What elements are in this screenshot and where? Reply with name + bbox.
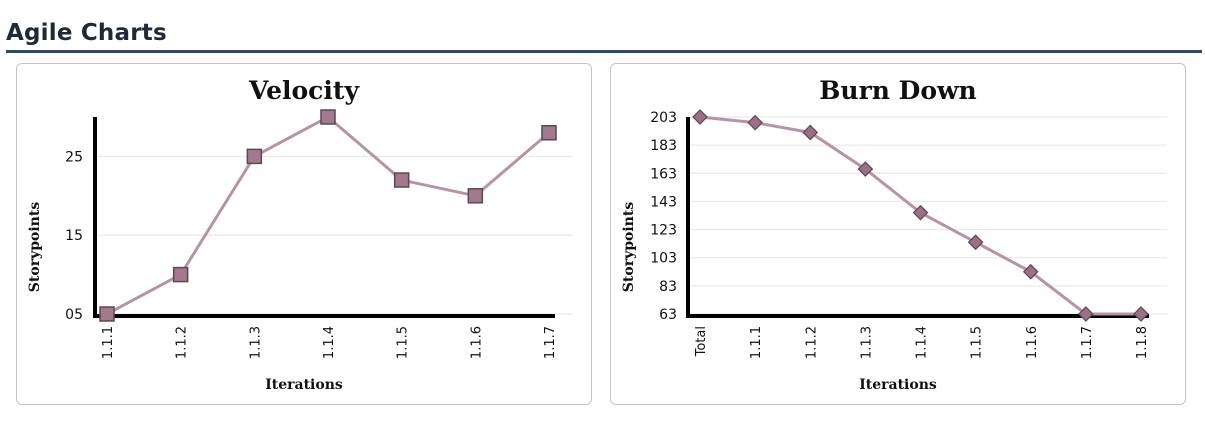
y-axis-label: Storypoints (27, 202, 43, 293)
x-tick-label: 1.1.5 (970, 326, 985, 359)
data-point-marker (172, 266, 189, 283)
x-tick-label: 1.1.8 (1135, 326, 1150, 359)
x-tick-label: Total (694, 326, 709, 357)
velocity-chart: Velocity Iterations Storypoints 05 15 25 1.… (27, 76, 573, 393)
burndown-chart: Burn Down Iterations Storypoints 63 83 103… (621, 76, 1167, 393)
x-tick-label: 1.1.4 (322, 326, 337, 359)
y-tick-label: 143 (650, 194, 677, 210)
x-axis-label: Iterations (859, 377, 937, 393)
x-tick-label: 1.1.6 (469, 326, 484, 359)
data-point-marker (1022, 263, 1039, 280)
data-point-marker (1133, 306, 1149, 322)
y-tick-label: 203 (650, 110, 677, 126)
x-axis-label: Iterations (265, 377, 343, 393)
data-point-marker (692, 109, 708, 125)
data-point-marker (967, 234, 984, 251)
x-tick-label: 1.1.3 (248, 326, 263, 359)
chart-title: Burn Down (819, 76, 976, 105)
data-point-marker (99, 306, 115, 322)
y-tick-label: 25 (65, 149, 83, 165)
page-header: Agile Charts (6, 20, 1202, 53)
page-title: Agile Charts (6, 20, 167, 46)
y-tick-label: 123 (650, 223, 677, 239)
x-tick-label: 1.1.6 (1025, 326, 1040, 359)
data-point-marker (857, 161, 874, 177)
data-point-marker (246, 148, 263, 165)
y-tick-label: 63 (659, 307, 677, 323)
y-tick-label: 15 (65, 228, 83, 244)
y-tick-label: 163 (650, 166, 677, 182)
data-point-marker (912, 204, 929, 221)
data-point-marker (802, 124, 819, 141)
x-tick-label: 1.1.7 (543, 326, 558, 359)
x-tick-label: 1.1.3 (859, 326, 874, 359)
series-line (106, 115, 550, 316)
data-point-marker (393, 172, 410, 188)
y-tick-label: 183 (650, 138, 677, 154)
x-tick-label: 1.1.5 (396, 326, 411, 359)
data-point-marker (467, 188, 484, 204)
x-tick-label: 1.1.4 (915, 326, 930, 359)
x-tick-label: 1.1.2 (175, 326, 190, 359)
velocity-chart-panel: Velocity Iterations Storypoints 05 15 25 1.… (16, 63, 592, 405)
y-tick-label: 83 (659, 279, 677, 295)
x-tick-label: 1.1.7 (1080, 326, 1095, 359)
y-axis-label: Storypoints (621, 202, 637, 293)
x-tick-label: 1.1.1 (749, 326, 764, 359)
x-tick-label: 1.1.2 (804, 326, 819, 359)
data-point-marker (1078, 306, 1094, 322)
data-point-marker (541, 125, 557, 141)
data-point-marker (747, 114, 763, 131)
y-tick-label: 103 (650, 251, 677, 267)
x-tick-label: 1.1.1 (101, 326, 116, 359)
y-tick-label: 05 (65, 307, 83, 323)
chart-title: Velocity (248, 76, 360, 105)
burndown-chart-panel: Burn Down Iterations Storypoints 63 83 103… (610, 63, 1186, 405)
data-point-marker (320, 109, 336, 125)
